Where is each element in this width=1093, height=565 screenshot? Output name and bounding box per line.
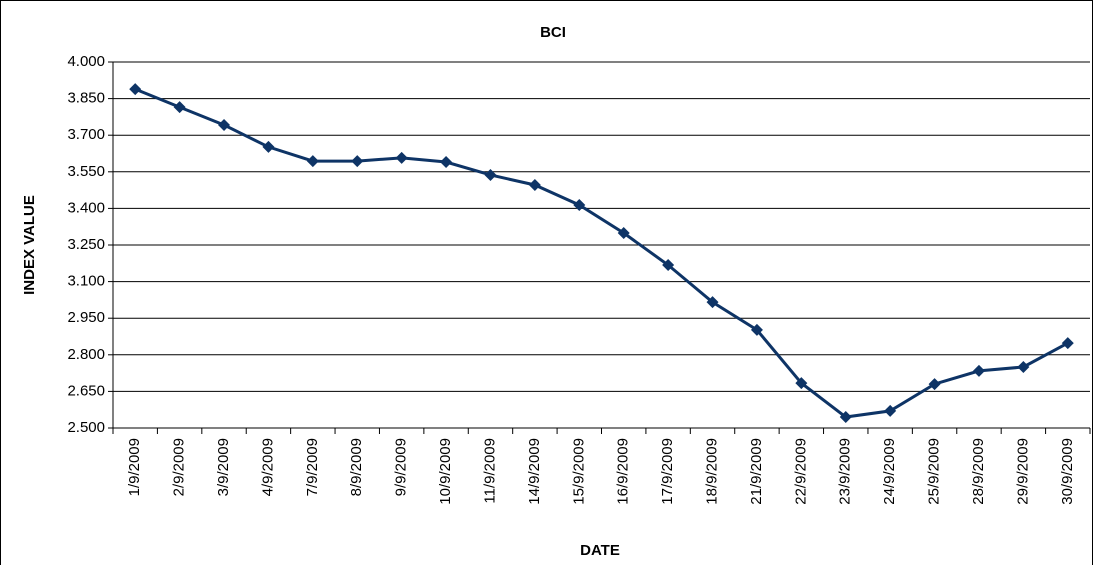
data-point	[972, 364, 985, 377]
x-axis-label: DATE	[580, 542, 620, 559]
x-tick-label: 9/9/2009	[393, 438, 410, 496]
data-point	[262, 140, 275, 153]
data-point	[928, 378, 941, 391]
x-tick-label: 10/9/2009	[437, 438, 454, 505]
data-point	[528, 178, 541, 191]
x-tick-label: 18/9/2009	[703, 438, 720, 505]
data-point	[573, 198, 586, 211]
x-tick-label: 17/9/2009	[659, 438, 676, 505]
y-tick-label: 3.850	[67, 90, 105, 107]
y-axis-label: INDEX VALUE	[21, 195, 38, 295]
x-tick-label: 23/9/2009	[837, 438, 854, 505]
x-tick-label: 21/9/2009	[748, 438, 765, 505]
data-point	[1017, 361, 1030, 373]
y-tick-label: 2.650	[67, 382, 105, 399]
data-point	[440, 156, 453, 169]
y-tick-label: 4.000	[67, 53, 105, 70]
x-tick-label: 2/9/2009	[171, 438, 188, 496]
chart-title: BCI	[540, 24, 566, 41]
y-tick-label: 3.700	[67, 126, 105, 143]
x-tick-label: 11/9/2009	[481, 438, 498, 504]
x-tick-label: 14/9/2009	[526, 438, 543, 505]
x-tick-label: 30/9/2009	[1059, 438, 1076, 505]
data-point	[795, 377, 808, 390]
x-tick-label: 24/9/2009	[881, 438, 898, 505]
x-tick-label: 16/9/2009	[615, 438, 632, 505]
data-point	[884, 404, 897, 417]
x-tick-label: 22/9/2009	[792, 438, 809, 505]
data-point	[395, 151, 408, 164]
data-point	[306, 155, 319, 168]
y-tick-label: 3.250	[67, 236, 105, 253]
x-tick-label: 4/9/2009	[259, 438, 276, 496]
y-tick-label: 2.500	[67, 419, 105, 436]
data-point	[750, 323, 763, 336]
x-tick-label: 28/9/2009	[970, 438, 987, 505]
x-tick-label: 25/9/2009	[926, 438, 943, 505]
data-point	[484, 168, 497, 181]
data-point	[218, 118, 231, 131]
data-point	[706, 296, 719, 309]
x-tick-label: 8/9/2009	[348, 438, 365, 496]
data-point	[839, 411, 852, 424]
y-tick-label: 3.400	[67, 199, 105, 216]
data-point	[662, 259, 675, 272]
y-tick-label: 2.800	[67, 346, 105, 363]
y-tick-label: 2.950	[67, 309, 105, 326]
x-tick-label: 3/9/2009	[215, 438, 232, 496]
data-point	[1061, 337, 1074, 350]
data-point	[173, 101, 186, 114]
x-tick-label: 1/9/2009	[126, 438, 143, 496]
data-point	[129, 83, 142, 96]
y-tick-label: 3.550	[67, 163, 105, 180]
x-tick-label: 7/9/2009	[304, 438, 321, 496]
y-tick-label: 3.100	[67, 273, 105, 290]
x-tick-label: 15/9/2009	[570, 438, 587, 505]
data-point	[351, 155, 364, 168]
data-line	[134, 87, 1069, 419]
data-point	[617, 227, 630, 240]
x-tick-label: 29/9/2009	[1014, 438, 1031, 505]
